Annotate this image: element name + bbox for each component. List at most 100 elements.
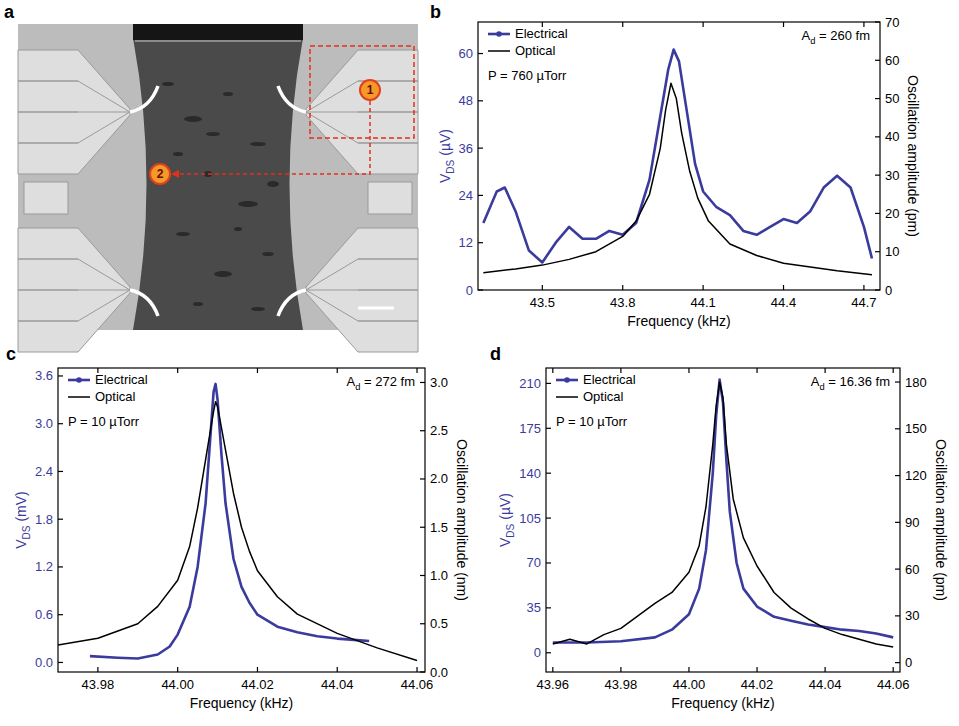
x-axis-title: Frequency (kHz) bbox=[627, 313, 730, 329]
y2-tick bbox=[420, 575, 425, 576]
x-tick bbox=[893, 667, 894, 672]
legend-label: Optical bbox=[583, 389, 624, 404]
y-tick bbox=[58, 566, 63, 567]
electrode-gap bbox=[18, 320, 78, 322]
y2-axis-title: Oscillation amplitude (pm) bbox=[933, 439, 949, 601]
y2-tick-label: 1.0 bbox=[430, 568, 448, 583]
text-part: (µV) bbox=[497, 493, 513, 524]
y-tick bbox=[546, 517, 551, 518]
electrode-gap bbox=[18, 80, 78, 82]
figure: a12b43.543.844.144.444.70122436486001020… bbox=[0, 0, 959, 726]
y-tick-label: 0 bbox=[534, 645, 541, 660]
electrode bbox=[306, 50, 418, 174]
panel-letter: b bbox=[430, 2, 441, 22]
annotation: P = 10 µTorr bbox=[68, 414, 140, 429]
y-axis-title: VDS (mV) bbox=[13, 491, 32, 549]
y-tick-label: 0 bbox=[466, 283, 473, 298]
y-tick-label: 12 bbox=[459, 235, 473, 250]
electrode-gap bbox=[18, 258, 78, 260]
y2-tick bbox=[875, 251, 880, 252]
legend-marker bbox=[496, 31, 502, 37]
y2-tick bbox=[875, 213, 880, 214]
text-part: A bbox=[347, 374, 356, 389]
x-tick bbox=[416, 368, 417, 373]
y2-tick bbox=[420, 527, 425, 528]
y2-tick bbox=[895, 522, 900, 523]
x-tick bbox=[688, 368, 689, 373]
y-tick-label: 70 bbox=[527, 555, 541, 570]
texture bbox=[162, 82, 174, 86]
y-tick-label: 24 bbox=[459, 188, 473, 203]
y-tick bbox=[58, 614, 63, 615]
subscript: DS bbox=[505, 523, 516, 537]
y2-tick-label: 0 bbox=[885, 283, 892, 298]
text-part: A bbox=[811, 374, 820, 389]
electrode-gap bbox=[18, 142, 78, 144]
electrode-gap bbox=[306, 290, 358, 321]
x-tick bbox=[825, 667, 826, 672]
texture bbox=[173, 152, 183, 156]
electrode-gap bbox=[306, 81, 358, 112]
electrode-gap bbox=[306, 112, 358, 113]
y2-tick bbox=[895, 475, 900, 476]
y-tick bbox=[478, 100, 483, 101]
y-tick-label: 210 bbox=[519, 376, 541, 391]
x-tick-label: 43.98 bbox=[82, 677, 115, 692]
y-tick bbox=[58, 375, 63, 376]
text-part: (µV) bbox=[437, 129, 453, 160]
annotation: Ad = 272 fm bbox=[347, 374, 415, 392]
y-axis-title: VDS (µV) bbox=[497, 493, 516, 547]
y-tick bbox=[478, 242, 483, 243]
x-tick bbox=[620, 667, 621, 672]
y2-tick-label: 60 bbox=[885, 53, 899, 68]
y-tick-label: 1.2 bbox=[35, 559, 53, 574]
x-tick bbox=[337, 368, 338, 373]
x-tick-label: 44.02 bbox=[241, 677, 274, 692]
legend-marker bbox=[564, 377, 570, 383]
y2-tick bbox=[895, 569, 900, 570]
y2-tick bbox=[875, 98, 880, 99]
y-tick bbox=[546, 428, 551, 429]
y2-tick-label: 30 bbox=[885, 168, 899, 183]
legend-swatch bbox=[556, 396, 578, 398]
y2-tick bbox=[895, 428, 900, 429]
trench bbox=[133, 24, 303, 40]
y2-tick bbox=[420, 430, 425, 431]
text-part: (mV) bbox=[13, 491, 29, 525]
annotation: Ad = 16.36 fm bbox=[811, 374, 890, 392]
x-tick bbox=[542, 285, 543, 290]
x-tick-label: 44.02 bbox=[741, 677, 774, 692]
y2-tick-label: 10 bbox=[885, 244, 899, 259]
x-tick bbox=[97, 667, 98, 672]
x-tick bbox=[703, 22, 704, 27]
electrode-gap bbox=[78, 112, 130, 143]
x-tick bbox=[177, 368, 178, 373]
y-tick bbox=[546, 473, 551, 474]
texture bbox=[234, 227, 242, 231]
x-tick bbox=[257, 667, 258, 672]
x-tick-label: 43.98 bbox=[605, 677, 638, 692]
arrow bbox=[178, 101, 370, 174]
panel-letter: a bbox=[4, 2, 15, 22]
y-tick-label: 3.0 bbox=[35, 416, 53, 431]
y-tick bbox=[478, 148, 483, 149]
y-tick bbox=[58, 662, 63, 663]
x-tick-label: 44.06 bbox=[401, 677, 434, 692]
texture bbox=[184, 116, 202, 122]
series-line bbox=[553, 382, 893, 647]
electrode-gap bbox=[358, 258, 418, 260]
electrode bbox=[18, 228, 130, 352]
y2-tick-label: 0 bbox=[905, 655, 912, 670]
x-tick bbox=[416, 667, 417, 672]
electrode-gap bbox=[18, 111, 78, 113]
plot-frame bbox=[58, 368, 425, 672]
x-tick bbox=[688, 667, 689, 672]
electrode-gap bbox=[78, 290, 130, 321]
x-tick bbox=[552, 368, 553, 373]
panel-letter: d bbox=[490, 344, 501, 364]
texture bbox=[238, 201, 258, 207]
texture bbox=[251, 307, 265, 311]
y-tick bbox=[546, 652, 551, 653]
y-tick-label: 0.6 bbox=[35, 607, 53, 622]
texture bbox=[267, 181, 279, 187]
